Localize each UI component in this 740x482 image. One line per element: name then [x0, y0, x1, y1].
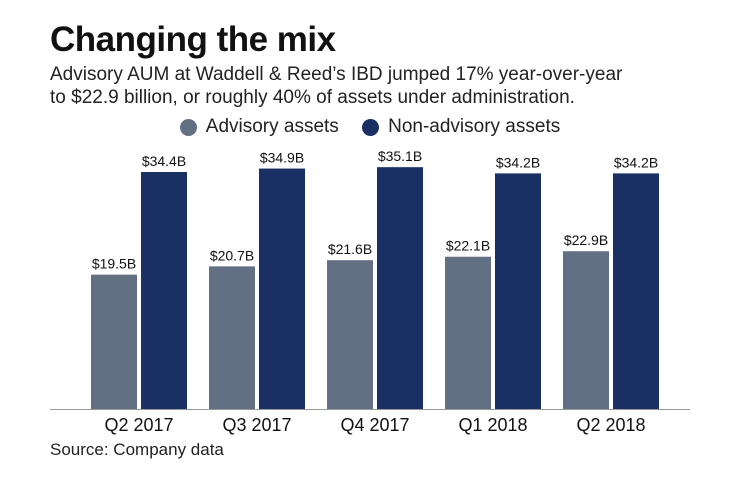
bar-value-label: $34.4B — [142, 153, 186, 169]
bar-value-label: $19.5B — [92, 256, 136, 272]
bar-value-label: $34.2B — [496, 154, 540, 170]
subtitle-line-1: Advisory AUM at Waddell & Reed’s IBD jum… — [50, 64, 623, 85]
legend-swatch-advisory — [179, 118, 197, 136]
bar-non-advisory — [259, 168, 305, 409]
legend-swatch-non-advisory — [362, 118, 380, 136]
bar-advisory — [91, 274, 137, 409]
source-note: Source: Company data — [50, 440, 224, 459]
x-tick-label: Q1 2018 — [458, 415, 527, 435]
x-tick-label: Q4 2017 — [340, 415, 409, 435]
bar-value-label: $22.9B — [564, 232, 608, 248]
bar-non-advisory — [495, 173, 541, 409]
bar-value-label: $20.7B — [210, 247, 254, 263]
legend: Advisory assets Non-advisory assets — [0, 116, 740, 142]
legend-item-advisory: Advisory assets — [179, 116, 339, 138]
legend-label-non-advisory: Non-advisory assets — [388, 116, 561, 137]
bar-value-label: $22.1B — [446, 238, 490, 254]
bar-advisory — [563, 251, 609, 409]
bar-value-label: $34.2B — [614, 154, 658, 170]
bar-value-label: $34.9B — [260, 150, 304, 166]
bar-advisory — [445, 256, 491, 409]
x-tick-label: Q2 2018 — [576, 415, 645, 435]
subtitle-line-2: to $22.9 billion, or roughly 40% of asse… — [50, 87, 575, 108]
bar-non-advisory — [613, 173, 659, 409]
bar-advisory — [327, 260, 373, 409]
x-tick-label: Q3 2017 — [222, 415, 291, 435]
legend-label-advisory: Advisory assets — [205, 116, 339, 137]
bar-non-advisory — [377, 167, 423, 409]
legend-item-non-advisory: Non-advisory assets — [362, 116, 560, 138]
bar-non-advisory — [141, 172, 187, 409]
bar-advisory — [209, 266, 255, 409]
bar-value-label: $35.1B — [378, 148, 422, 164]
x-tick-label: Q2 2017 — [104, 415, 173, 435]
chart-title: Changing the mix — [50, 20, 336, 59]
bar-value-label: $21.6B — [328, 241, 372, 257]
